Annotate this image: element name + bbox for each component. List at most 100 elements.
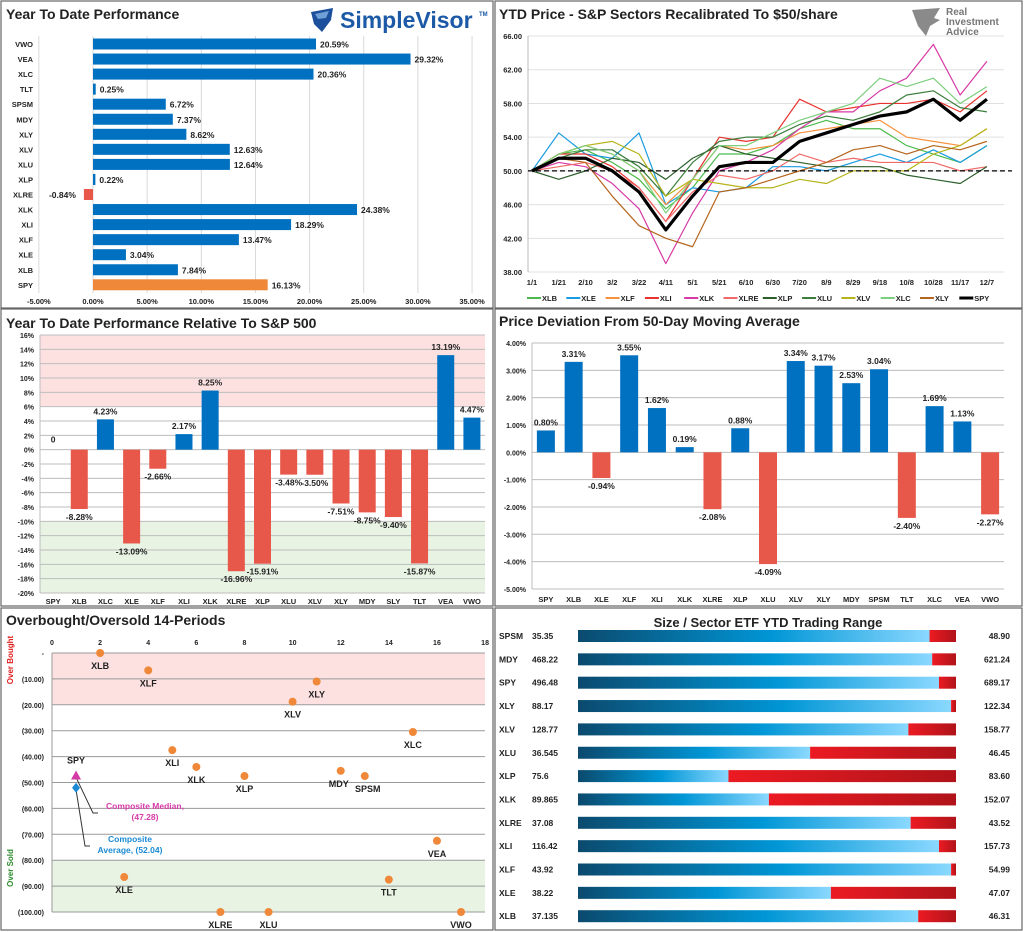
data-label: 8.62%	[190, 130, 215, 140]
logo-text: Real	[946, 7, 967, 18]
bar-xly	[332, 449, 350, 504]
range-remaining-bar	[768, 793, 956, 806]
category-label: SLY	[386, 597, 400, 606]
data-label: 3.34%	[784, 348, 809, 358]
range-position-bar	[578, 840, 939, 853]
y-tick-label: -1.00%	[504, 478, 527, 485]
category-label: VEA	[438, 597, 454, 606]
y-tick-label: -5.00%	[504, 587, 527, 594]
legend-label: SPY	[974, 294, 989, 303]
x-tick-label: 5.00%	[137, 297, 159, 306]
y-tick-label: 58.00	[503, 99, 522, 108]
ticker-label: XLU	[499, 748, 516, 758]
logo-text: Advice	[946, 27, 979, 38]
category-label: XLC	[18, 70, 34, 79]
data-label: 20.36%	[317, 70, 346, 80]
trading-range-table: Size / Sector ETF YTD Trading Range SPSM 3…	[499, 615, 1011, 923]
category-label: SPY	[538, 595, 553, 604]
data-label: 24.38%	[361, 205, 390, 215]
point-label: XLC	[404, 740, 423, 750]
point-label: XLF	[140, 678, 158, 688]
line-xlk	[531, 43, 988, 265]
legend-label: XLU	[817, 294, 832, 303]
point-xlf	[144, 666, 153, 675]
y-tick-label: (50.00)	[22, 781, 44, 788]
point-xlk	[192, 762, 201, 771]
data-label: 12.63%	[234, 145, 263, 155]
chart-title: Year To Date Performance	[6, 6, 179, 22]
panel-frame	[494, 308, 1023, 607]
bar-xle	[123, 449, 141, 544]
ticker-label: XLB	[499, 911, 516, 921]
category-label: XLV	[308, 597, 322, 606]
x-tick-label: 6	[194, 640, 198, 647]
ticker-label: MDY	[499, 654, 518, 664]
bar-spy	[536, 430, 555, 453]
line-xle	[531, 132, 988, 206]
overbought-label: Over Bought	[6, 635, 15, 684]
ticker-label: SPSM	[499, 631, 523, 641]
data-label: -2.40%	[893, 521, 920, 531]
high-value: 47.07	[989, 888, 1011, 898]
range-remaining-bar	[908, 723, 956, 736]
range-position-bar	[578, 910, 919, 923]
bar-mdy	[358, 449, 376, 513]
line-xly	[531, 140, 988, 248]
point-label: VEA	[428, 849, 447, 859]
category-label: XLY	[334, 597, 348, 606]
y-tick-label: 4%	[24, 419, 35, 426]
bar-xle	[592, 452, 611, 479]
x-tick-label: 6/30	[766, 278, 781, 287]
y-tick-label: -6%	[22, 491, 35, 498]
point-label: MDY	[329, 779, 349, 789]
y-tick-label: 38.00	[503, 268, 522, 277]
bar-xlv	[93, 143, 230, 155]
ticker-label: XLF	[499, 865, 515, 875]
x-tick-label: 30.00%	[405, 297, 431, 306]
data-label: 1.13%	[950, 408, 975, 418]
high-value: 621.24	[984, 654, 1010, 664]
y-tick-label: 46.00	[503, 201, 522, 210]
y-tick-label: -14%	[18, 548, 35, 555]
y-tick-label: 66.00	[503, 32, 522, 41]
category-label: XLC	[98, 597, 114, 606]
chart-title: Size / Sector ETF YTD Trading Range	[654, 615, 883, 630]
bar-xlc	[96, 419, 114, 450]
y-tick-label: -8%	[22, 505, 35, 512]
bar-xlv	[306, 449, 324, 475]
category-label: XLF	[19, 236, 34, 245]
bar-xli	[647, 408, 666, 453]
x-tick-label: 7/20	[792, 278, 807, 287]
range-position-bar	[578, 770, 729, 783]
chart-title: Price Deviation From 50-Day Moving Avera…	[499, 313, 800, 329]
low-value: 75.6	[532, 771, 549, 781]
bar-xly	[814, 365, 833, 453]
point-label: TLT	[381, 888, 397, 898]
x-tick-label: 25.00%	[351, 297, 377, 306]
low-value: 116.42	[532, 841, 558, 851]
category-label: SPSM	[868, 595, 889, 604]
x-tick-label: 15.00%	[243, 297, 269, 306]
bar-xlb	[70, 449, 88, 510]
ticker-label: SPY	[499, 678, 516, 688]
data-label: 20.59%	[320, 40, 349, 50]
y-tick-label: 50.00	[503, 167, 522, 176]
range-row-xlp: XLP 75.6 83.60	[499, 770, 1010, 783]
data-label: -2.08%	[699, 512, 726, 522]
data-label: 1.62%	[645, 395, 670, 405]
legend-label: XLI	[660, 294, 672, 303]
data-label: 0.19%	[673, 434, 698, 444]
bar-mdy	[93, 113, 173, 125]
bar-xly	[93, 128, 187, 140]
legend-label: XLRE	[739, 294, 759, 303]
range-row-xlk: XLK 89.865 152.07	[499, 793, 1010, 806]
chart-title: Overbought/Oversold 14-Periods	[6, 612, 226, 628]
bar-vea	[93, 53, 411, 65]
bar-sly	[384, 449, 402, 518]
x-tick-label: 10	[289, 640, 297, 647]
point-label: XLB	[91, 661, 110, 671]
x-tick-label: 10/8	[899, 278, 914, 287]
bar-xlu	[93, 158, 230, 170]
overbought-oversold-chart: Overbought/Oversold 14-Periods - (10.00) (2…	[6, 612, 489, 930]
